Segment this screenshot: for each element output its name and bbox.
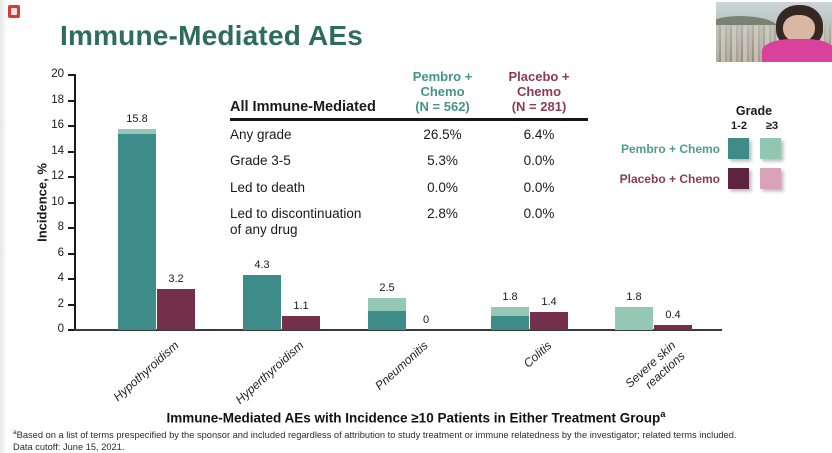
y-tick-mark	[68, 202, 74, 204]
table-cell: 0.0%	[523, 206, 555, 222]
bar-value-label: 1.4	[541, 296, 557, 308]
y-tick-mark	[68, 227, 74, 229]
legend-col-grade-1-2: 1-2	[731, 120, 747, 132]
legend-swatch-placebo-grade12	[728, 168, 749, 189]
bar-severe-skin-pembro	[615, 307, 653, 330]
y-tick-label: 6	[57, 247, 64, 259]
y-tick-mark	[68, 253, 74, 255]
y-tick-mark	[68, 278, 74, 280]
bar-colitis-pembro-grade3plus-segment	[491, 307, 529, 316]
y-tick-label: 12	[51, 170, 64, 182]
y-tick-label: 4	[57, 272, 64, 284]
bar-hyperthyroidism-pembro-grade12-segment	[243, 275, 281, 330]
y-tick-label: 8	[57, 221, 64, 233]
bar-hyperthyroidism-placebo-grade12-segment	[282, 316, 320, 330]
y-tick-label: 16	[51, 119, 64, 131]
legend-col-grade-3plus: ≥3	[765, 120, 779, 132]
bar-hypothyroidism-pembro-grade12-segment	[118, 134, 156, 330]
table-cell: 26.5%	[423, 126, 462, 142]
footnote-line-2: Data cutoff: June 15, 2021.	[13, 442, 125, 453]
bar-pneumonitis-pembro	[368, 298, 406, 330]
bar-value-label: 1.1	[293, 300, 309, 312]
bar-severe-skin-placebo-grade12-segment	[654, 325, 692, 330]
bar-value-label: 2.5	[379, 282, 395, 294]
table-row-label: Grade 3-5	[230, 153, 291, 169]
table-cell: 0.0%	[523, 179, 555, 195]
bar-value-label: 4.3	[254, 259, 270, 271]
bar-severe-skin-pembro-grade3plus-segment	[615, 307, 653, 330]
bar-pneumonitis-pembro-grade3plus-segment	[368, 298, 406, 311]
table-row-label: Any grade	[230, 126, 292, 142]
presentation-app-icon	[8, 5, 20, 18]
slide-title: Immune-Mediated AEs	[60, 20, 364, 51]
y-tick-mark	[68, 100, 74, 102]
table-row-label: Led to discontinuation of any drug	[230, 206, 362, 237]
table-cell: 6.4%	[523, 126, 555, 142]
footnotes: aBased on a list of terms prespecified b…	[13, 429, 813, 453]
bar-severe-skin-placebo	[654, 325, 692, 330]
x-category-label-pneumonitis: Pneumonitis	[372, 338, 432, 393]
y-tick-mark	[68, 329, 74, 331]
bar-value-label: 0	[422, 314, 430, 326]
x-category-label-hyperthyroidism: Hyperthyroidism	[232, 338, 307, 407]
table-header-row-label: All Immune-Mediated	[230, 70, 395, 121]
table-cell: 2.8%	[427, 206, 458, 222]
bar-value-label: 15.8	[126, 113, 148, 125]
y-tick-mark	[68, 125, 74, 127]
bar-value-label: 3.2	[168, 273, 184, 285]
table-cell: 5.3%	[427, 153, 458, 169]
y-axis-line	[74, 74, 76, 331]
table-cell: 0.0%	[523, 153, 555, 169]
bar-hypothyroidism-pembro	[118, 129, 156, 330]
bar-hypothyroidism-placebo	[157, 289, 195, 330]
table-header-pembro: Pembro + Chemo (N = 562)	[395, 69, 490, 121]
bar-colitis-pembro	[491, 307, 529, 330]
y-tick-mark	[68, 74, 74, 76]
bar-colitis-placebo-grade12-segment	[530, 312, 568, 330]
table-row-label: Led to death	[230, 179, 306, 195]
bar-value-label: 0.4	[665, 309, 681, 321]
bar-pneumonitis-pembro-grade12-segment	[368, 311, 406, 330]
y-tick-label: 0	[57, 323, 64, 335]
y-tick-label: 14	[51, 145, 64, 157]
legend-grade-header: Grade	[735, 104, 773, 118]
x-category-label-severe-skin: Severe skin reactions	[622, 338, 688, 392]
y-tick-label: 2	[57, 298, 64, 310]
bar-hyperthyroidism-pembro	[243, 275, 281, 330]
webcam-video	[716, 2, 832, 62]
x-category-label-hypothyroidism: Hypothyroidism	[110, 338, 182, 405]
left-edge-shade	[0, 0, 7, 453]
bar-value-label: 1.8	[502, 291, 518, 303]
presenter-torso	[762, 39, 832, 62]
legend-swatch-pembro-grade3plus	[760, 138, 781, 159]
x-axis-line	[74, 329, 722, 331]
bar-colitis-placebo	[530, 312, 568, 330]
legend-label-pembro: Pembro + Chemo	[620, 142, 720, 156]
y-tick-label: 20	[51, 68, 64, 80]
table-cell: 0.0%	[427, 179, 458, 195]
y-tick-label: 10	[51, 196, 64, 208]
legend-label-placebo: Placebo + Chemo	[619, 172, 720, 186]
presenter-face	[783, 15, 815, 43]
y-tick-label: 18	[51, 94, 64, 106]
table-header-placebo: Placebo + Chemo (N = 281)	[490, 69, 588, 121]
legend-swatch-pembro-grade12	[728, 138, 749, 159]
bar-value-label: 1.8	[626, 291, 642, 303]
bar-hypothyroidism-pembro-grade3plus-segment	[118, 129, 156, 134]
chart-caption-superscript: a	[660, 409, 666, 420]
footnote-line-1: aBased on a list of terms prespecified b…	[13, 429, 737, 441]
legend-swatch-placebo-grade3plus	[760, 168, 781, 189]
immune-mediated-table: All Immune-Mediated Pembro + Chemo (N = …	[230, 69, 588, 242]
bar-colitis-pembro-grade12-segment	[491, 316, 529, 330]
bar-hypothyroidism-placebo-grade12-segment	[157, 289, 195, 330]
chart-caption: Immune-Mediated AEs with Incidence ≥10 P…	[60, 409, 772, 426]
x-category-label-colitis: Colitis	[520, 338, 555, 371]
bar-hyperthyroidism-placebo	[282, 316, 320, 330]
y-tick-mark	[68, 176, 74, 178]
y-tick-mark	[68, 151, 74, 153]
chart-caption-text: Immune-Mediated AEs with Incidence ≥10 P…	[166, 410, 661, 426]
y-tick-mark	[68, 304, 74, 306]
